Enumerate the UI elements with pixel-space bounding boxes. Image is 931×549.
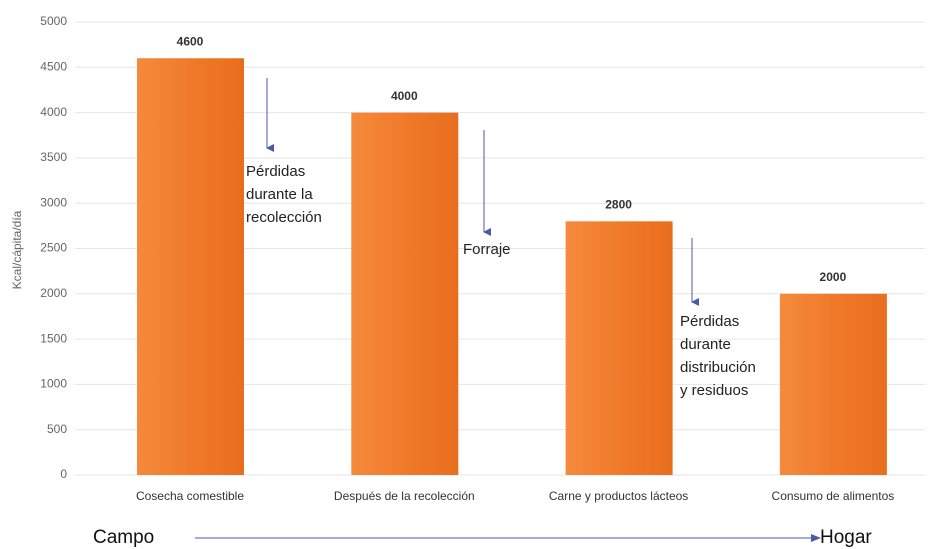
annotation-text: Forraje	[463, 241, 511, 258]
y-tick-label: 0	[60, 467, 67, 481]
y-tick-label: 2000	[40, 286, 67, 300]
annotation-text: durante	[680, 336, 731, 353]
value-label: 4600	[177, 34, 204, 48]
annotation-text: recolección	[246, 209, 322, 226]
flow-start: Campo	[93, 527, 154, 548]
annotation-text: durante la	[246, 186, 313, 203]
bar	[137, 58, 244, 476]
y-tick-label: 4000	[40, 105, 67, 119]
x-tick-label: Después de la recolección	[334, 489, 475, 503]
annotation-text: Pérdidas	[680, 313, 739, 330]
x-tick-label: Cosecha comestible	[136, 489, 244, 503]
value-label: 4000	[391, 89, 418, 103]
value-label: 2800	[605, 197, 632, 211]
bar	[779, 293, 887, 475]
y-tick-label: 1000	[40, 377, 67, 391]
y-tick-label: 1500	[40, 331, 67, 345]
y-tick-label: 4500	[40, 59, 67, 73]
x-tick-label: Carne y productos lácteos	[549, 489, 688, 503]
annotation-text: y residuos	[680, 382, 748, 399]
y-tick-label: 3000	[40, 195, 67, 209]
bar	[351, 112, 459, 475]
y-axis-label: Kcal/cápita/día	[10, 210, 24, 289]
value-label: 2000	[820, 270, 847, 284]
y-tick-label: 500	[47, 422, 67, 436]
y-tick-label: 5000	[40, 14, 67, 28]
annotation-text: Pérdidas	[246, 163, 305, 180]
annotation-text: distribución	[680, 359, 756, 376]
flow-end: Hogar	[820, 527, 872, 548]
bar	[565, 221, 673, 475]
y-tick-label: 3500	[40, 150, 67, 164]
x-tick-label: Consumo de alimentos	[772, 489, 895, 503]
y-tick-label: 2500	[40, 241, 67, 255]
